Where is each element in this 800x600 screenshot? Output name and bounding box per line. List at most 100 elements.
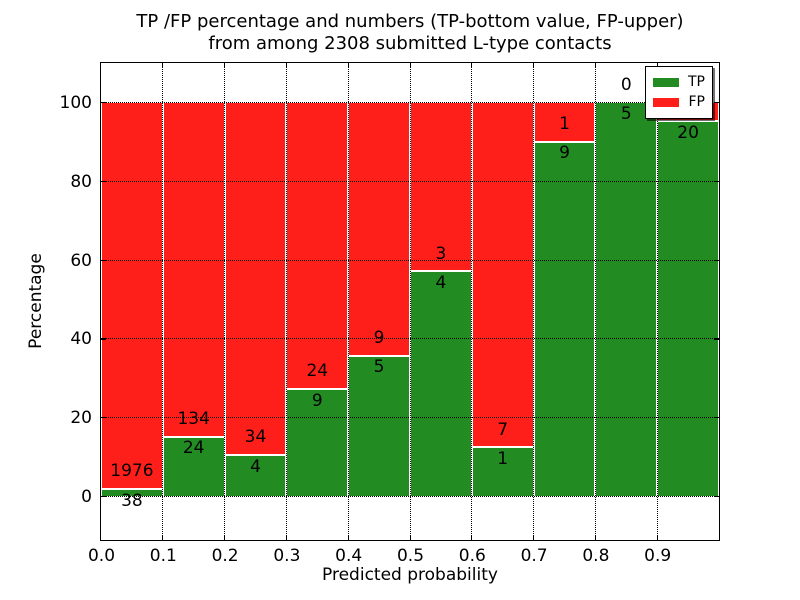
tick-mark [224, 535, 226, 540]
legend-swatch-fp [653, 97, 679, 107]
bar-fp-segment [162, 102, 225, 437]
tick-mark [162, 535, 164, 540]
tick-mark [714, 259, 719, 261]
y-tick-label: 100 [59, 92, 92, 113]
gridline-vertical [162, 63, 164, 540]
x-tick-label: 0.9 [644, 546, 672, 566]
gridline-horizontal [101, 259, 719, 261]
tick-mark [101, 417, 106, 419]
bar-fp-segment [471, 102, 534, 448]
gridline-horizontal [101, 101, 719, 103]
plot-area: 197638134243442499534711905120 [100, 62, 720, 541]
fp-count-label: 24 [306, 361, 329, 382]
x-tick-label: 0.3 [273, 546, 301, 566]
gridline-horizontal [101, 417, 719, 419]
tick-mark [594, 63, 597, 68]
bar-tp-segment [533, 141, 596, 497]
tick-mark [162, 63, 164, 68]
tp-count-label: 5 [620, 103, 632, 124]
tp-count-label: 38 [121, 490, 143, 511]
tick-mark [471, 535, 473, 540]
tick-mark [101, 180, 106, 182]
tick-mark [101, 259, 106, 261]
y-tick-label: 40 [70, 329, 92, 350]
x-tick-label: 0.8 [582, 546, 610, 566]
bar-tp-segment [595, 102, 658, 497]
bar-fp-segment [286, 102, 349, 390]
bar-tp-segment [410, 271, 472, 497]
x-tick-label: 0.4 [335, 546, 363, 566]
tick-mark [347, 63, 349, 68]
fp-count-label: 134 [177, 409, 210, 430]
x-tick-label: 0.5 [396, 546, 425, 566]
y-tick-label: 20 [70, 408, 92, 429]
x-tick-label: 0.1 [149, 546, 177, 566]
tp-count-label: 20 [677, 122, 699, 143]
legend-swatch-tp [653, 77, 679, 87]
tick-mark [714, 180, 719, 182]
gridline-vertical [409, 63, 411, 540]
bar-fp-segment [533, 102, 596, 142]
gridline-vertical [533, 63, 535, 540]
tp-count-label: 9 [311, 390, 323, 411]
tp-count-label: 24 [182, 438, 205, 459]
tp-count-label: 4 [250, 456, 261, 477]
y-tick-label: 60 [70, 250, 92, 271]
bar-tp-segment [471, 447, 534, 497]
gridline-vertical [594, 63, 596, 540]
x-axis-label: Predicted probability [322, 565, 498, 585]
legend-label: TP [688, 74, 705, 90]
x-tick-label: 0.2 [211, 546, 239, 566]
x-tick-label: 0.7 [520, 546, 548, 566]
tick-mark [656, 535, 658, 540]
tp-count-label: 5 [373, 357, 385, 378]
legend: TP FP [645, 66, 713, 119]
legend-item: FP [653, 92, 705, 112]
tick-mark [224, 63, 226, 68]
tick-mark [471, 63, 473, 68]
fp-count-label: 9 [373, 328, 385, 349]
tick-mark [409, 535, 411, 540]
fp-count-label: 3 [435, 243, 447, 264]
tick-mark [101, 338, 106, 340]
gridline-horizontal [101, 180, 719, 182]
tick-mark [101, 101, 106, 104]
tp-count-label: 1 [497, 448, 509, 469]
fp-count-label: 7 [497, 419, 509, 440]
chart-title-line2: from among 2308 submitted L-type contact… [208, 33, 612, 54]
tick-mark [409, 63, 411, 68]
tp-count-label: 4 [435, 272, 447, 293]
fp-count-label: 1976 [110, 461, 154, 482]
gridline-vertical [471, 63, 473, 540]
fp-count-label: 1 [559, 114, 570, 135]
gridline-vertical [224, 63, 226, 540]
tick-mark [285, 63, 288, 68]
bar-fp-segment [101, 102, 163, 490]
tick-mark [285, 535, 288, 540]
bar-tp-segment [348, 355, 410, 497]
y-tick-label: 0 [81, 487, 92, 508]
tick-mark [347, 535, 349, 540]
legend-label: FP [688, 94, 706, 110]
fp-count-label: 34 [244, 427, 267, 448]
bar-tp-segment [657, 121, 719, 497]
gridline-horizontal [101, 338, 719, 340]
tick-mark [656, 63, 658, 68]
chart-title-line1: TP /FP percentage and numbers (TP-bottom… [136, 11, 684, 32]
tick-mark [714, 417, 719, 419]
y-tick-label: 80 [70, 171, 92, 192]
gridline-vertical [656, 63, 658, 540]
bar-fp-segment [224, 102, 287, 456]
tick-mark [533, 63, 535, 68]
tick-mark [101, 496, 106, 498]
gridline-vertical [285, 63, 287, 540]
tick-mark [594, 535, 597, 540]
gridline-horizontal [101, 496, 719, 498]
x-tick-label: 0.6 [458, 546, 486, 566]
bar-fp-segment [348, 102, 410, 356]
gridline-vertical [347, 63, 349, 540]
y-axis-label: Percentage [26, 253, 46, 349]
tick-mark [714, 101, 719, 104]
tick-mark [714, 338, 719, 340]
